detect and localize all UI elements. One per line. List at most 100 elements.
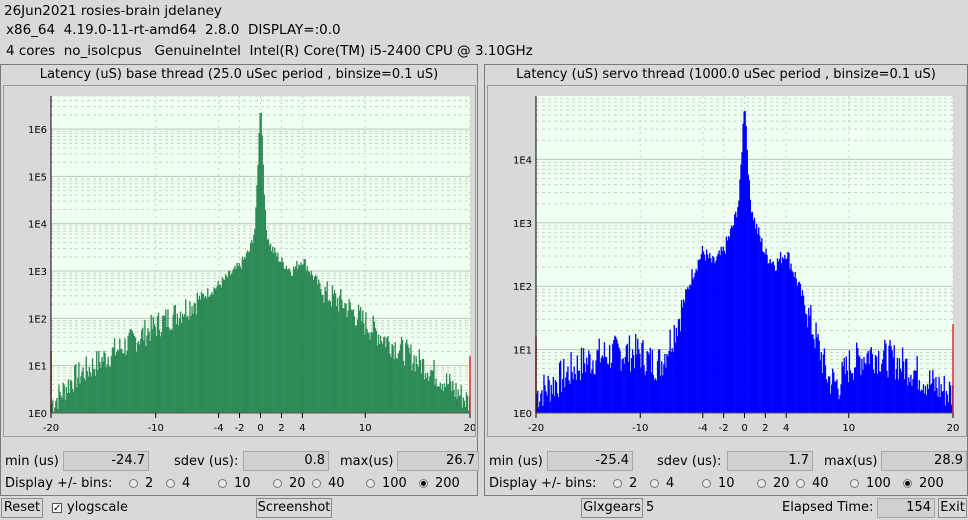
bins-radio-200[interactable]: 200: [419, 476, 460, 491]
histogram-bar: [279, 261, 281, 413]
bins-radio-200[interactable]: 200: [903, 476, 944, 491]
bins-radio-2[interactable]: 2: [613, 476, 637, 491]
radio-unselected-icon[interactable]: [366, 479, 375, 488]
histogram-bar: [452, 381, 454, 413]
histogram-bar: [810, 304, 812, 413]
histogram-bar: [458, 395, 460, 413]
histogram-bar: [371, 332, 373, 413]
radio-unselected-icon[interactable]: [166, 479, 175, 488]
histogram-bar: [431, 370, 433, 413]
histogram-bar: [178, 318, 181, 413]
radio-selected-icon[interactable]: [419, 479, 428, 488]
histogram-bar: [930, 384, 932, 413]
histogram-bar: [852, 379, 855, 413]
histogram-bar: [565, 377, 567, 413]
histogram-bar: [460, 385, 462, 413]
histogram-bar: [724, 253, 727, 413]
histogram-bar: [302, 264, 304, 413]
histogram-bar: [618, 347, 620, 413]
histogram-bar: [290, 276, 293, 413]
min-value: -25.4: [547, 451, 633, 471]
radio-unselected-icon[interactable]: [702, 479, 711, 488]
histogram-bar: [757, 233, 759, 413]
bins-radio-100[interactable]: 100: [366, 476, 407, 491]
radio-unselected-icon[interactable]: [757, 479, 766, 488]
sdev-value: 1.7: [727, 451, 813, 471]
radio-unselected-icon[interactable]: [613, 479, 622, 488]
histogram-bar: [282, 262, 284, 413]
screenshot-button[interactable]: Screenshot: [256, 498, 332, 518]
histogram-bar: [594, 374, 596, 413]
histogram-bar: [892, 357, 894, 413]
histogram-bar: [97, 369, 99, 413]
bins-radio-2[interactable]: 2: [129, 476, 153, 491]
histogram-bar: [112, 347, 115, 413]
bins-radio-20[interactable]: 20: [757, 476, 790, 491]
histogram-bar: [145, 346, 147, 413]
histogram-bar: [189, 301, 191, 413]
histogram-bar: [763, 252, 765, 413]
radio-unselected-icon[interactable]: [218, 479, 227, 488]
radio-selected-icon[interactable]: [903, 479, 912, 488]
histogram-bar: [753, 217, 756, 413]
ylogscale-checkbox[interactable]: ylogscale: [52, 498, 128, 519]
histogram-bar: [270, 251, 273, 413]
radio-unselected-icon[interactable]: [273, 479, 282, 488]
histogram-bar: [843, 357, 845, 413]
radio-unselected-icon[interactable]: [850, 479, 859, 488]
histogram-bar: [557, 397, 560, 413]
histogram-bar: [413, 355, 415, 413]
radio-unselected-icon[interactable]: [650, 479, 659, 488]
histogram-bar: [370, 331, 372, 413]
histogram-bar: [138, 344, 141, 413]
histogram-bar: [779, 251, 782, 413]
bins-radio-40[interactable]: 40: [796, 476, 829, 491]
reset-button[interactable]: Reset: [1, 498, 43, 518]
bins-radio-100[interactable]: 100: [850, 476, 891, 491]
histogram-bar: [410, 344, 412, 413]
histogram-bar: [752, 220, 755, 413]
glxgears-button[interactable]: Glxgears: [581, 498, 643, 518]
histogram-bar: [585, 371, 587, 413]
histogram-bar: [369, 339, 371, 413]
histogram-bar: [166, 326, 168, 413]
bins-radio-4[interactable]: 4: [166, 476, 190, 491]
histogram-bar: [932, 369, 934, 413]
bins-radio-4[interactable]: 4: [650, 476, 674, 491]
histogram-bar: [829, 394, 832, 413]
histogram-bar: [917, 389, 919, 413]
histogram-bar: [114, 355, 117, 413]
radio-unselected-icon[interactable]: [129, 479, 138, 488]
histogram-bar: [856, 342, 858, 413]
histogram-bar: [898, 358, 901, 413]
histogram-bar: [297, 269, 299, 413]
histogram-bar: [257, 165, 259, 413]
histogram-bar: [274, 247, 276, 413]
histogram-bar: [571, 371, 573, 413]
bins-radio-20[interactable]: 20: [273, 476, 306, 491]
histogram-bar: [172, 314, 174, 413]
histogram-bar: [912, 379, 914, 413]
histogram-bar: [90, 376, 93, 413]
x-tick-label: 10: [359, 423, 372, 434]
checkbox-checked-icon[interactable]: [52, 499, 62, 519]
bins-radio-10[interactable]: 10: [702, 476, 735, 491]
bins-radio-10[interactable]: 10: [218, 476, 251, 491]
histogram-bar: [208, 296, 210, 413]
histogram-bar: [221, 277, 224, 413]
histogram-bar: [435, 378, 437, 413]
exit-button[interactable]: Exit: [938, 498, 967, 518]
histogram-bar: [170, 328, 172, 413]
histogram-bar: [283, 268, 285, 413]
radio-unselected-icon[interactable]: [312, 479, 321, 488]
radio-unselected-icon[interactable]: [796, 479, 805, 488]
bins-radio-label: 4: [666, 476, 675, 491]
histogram-bar: [59, 391, 61, 413]
histogram-bar: [602, 357, 605, 413]
histogram-bar: [148, 331, 150, 413]
histogram-bar: [277, 252, 279, 413]
histogram-bar: [568, 380, 570, 413]
bins-radio-40[interactable]: 40: [312, 476, 345, 491]
histogram-bar: [317, 284, 319, 413]
